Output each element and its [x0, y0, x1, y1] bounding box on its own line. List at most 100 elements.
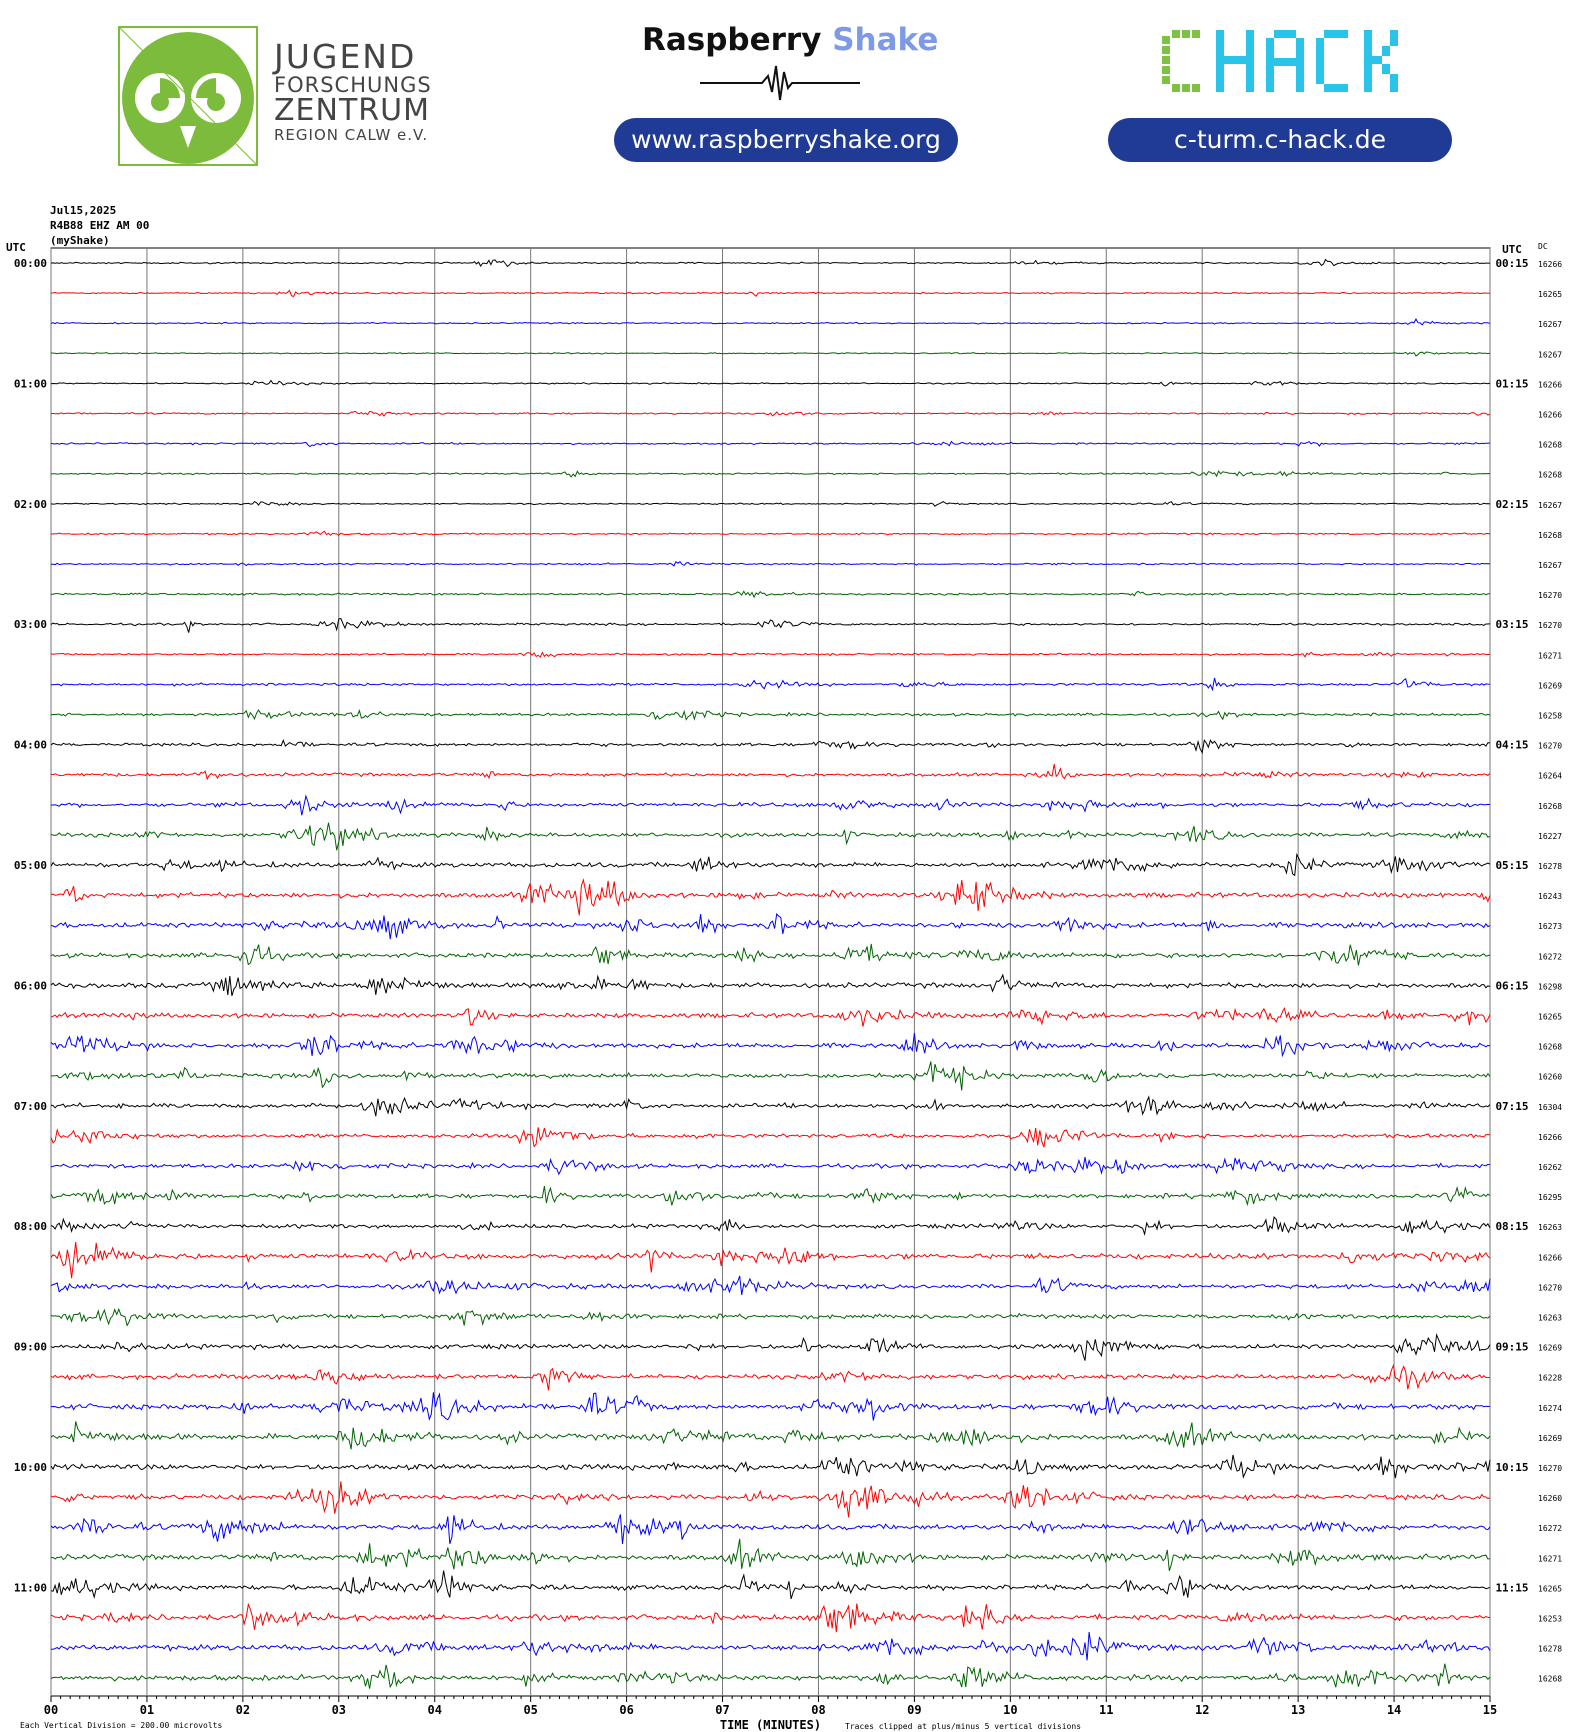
jfz-line1: JUGEND: [274, 37, 417, 76]
seismic-trace: [50, 1185, 1491, 1207]
seismic-trace: [50, 794, 1491, 816]
x-tick-label: 08: [811, 1703, 825, 1717]
footer-left-note: Each Vertical Division = 200.00 microvol…: [20, 1721, 222, 1730]
x-tick-label: 05: [523, 1703, 537, 1717]
dc-value-label: 16270: [1538, 1464, 1562, 1473]
right-hour-label: 09:15: [1495, 1341, 1528, 1354]
jfz-line4: REGION CALW e.V.: [274, 126, 429, 144]
x-tick-label: 14: [1387, 1703, 1401, 1717]
dc-value-label: 16268: [1538, 531, 1562, 540]
seismic-trace: [50, 1363, 1491, 1391]
left-hour-label: 02:00: [14, 498, 47, 511]
seismic-trace: [50, 560, 1491, 567]
x-tick-label: 02: [236, 1703, 250, 1717]
dc-value-label: 16266: [1538, 411, 1562, 420]
seismic-trace: [50, 1663, 1491, 1689]
right-hour-label: 05:15: [1495, 859, 1528, 872]
seismic-trace: [50, 1570, 1491, 1600]
dc-value-label: 16268: [1538, 1675, 1562, 1684]
chack-url-link[interactable]: c-turm.c-hack.de: [1108, 118, 1452, 162]
seismic-trace: [50, 1602, 1491, 1633]
dc-value-label: 16273: [1538, 922, 1562, 931]
x-tick-label: 12: [1195, 1703, 1209, 1717]
left-hour-label: 04:00: [14, 739, 47, 752]
seismic-trace: [50, 822, 1491, 851]
x-tick-label: 07: [715, 1703, 729, 1717]
seismic-trace: [50, 1454, 1491, 1479]
seismic-trace: [50, 1307, 1491, 1327]
dc-value-label: 16304: [1538, 1103, 1562, 1112]
jfz-owl-logo: [118, 26, 258, 166]
jfz-wordmark: JUGEND FORSCHUNGS ZENTRUM REGION CALW e.…: [274, 37, 432, 145]
dc-value-label: 16270: [1538, 742, 1562, 751]
seismic-trace: [50, 289, 1491, 298]
dc-value-label: 16260: [1538, 1073, 1562, 1082]
left-hour-label: 06:00: [14, 979, 47, 992]
right-hour-label: 03:15: [1495, 618, 1528, 631]
left-hour-label: 08:00: [14, 1220, 47, 1233]
station-meta: Jul15,2025 R4B88 EHZ AM 00 (myShake): [50, 203, 149, 248]
seismic-trace: [50, 258, 1490, 268]
dc-value-label: 16263: [1538, 1223, 1562, 1232]
seismic-trace: [50, 1392, 1491, 1421]
jfz-line3: ZENTRUM: [274, 93, 430, 128]
seismic-trace: [50, 709, 1491, 721]
dc-value-label: 16258: [1538, 712, 1562, 721]
right-hour-label: 10:15: [1495, 1461, 1528, 1474]
dc-value-label: 16272: [1538, 1524, 1562, 1533]
seismic-trace: [50, 440, 1491, 448]
dc-value-label: 16272: [1538, 952, 1562, 961]
x-tick-label: 06: [619, 1703, 633, 1717]
dc-value-label: 16270: [1538, 621, 1562, 630]
seismic-trace: [50, 1332, 1491, 1361]
seismic-trace: [50, 470, 1491, 478]
dc-value-label: 16253: [1538, 1615, 1562, 1624]
seismic-trace: [50, 1006, 1491, 1027]
seismic-trace: [50, 1631, 1491, 1661]
x-tick-label: 01: [140, 1703, 154, 1717]
seismic-trace: [50, 1095, 1491, 1117]
dc-value-label: 16269: [1538, 1344, 1562, 1353]
seismic-trace: [50, 943, 1491, 966]
seismic-trace: [50, 530, 1491, 537]
jfz-line2: FORSCHUNGS: [274, 73, 432, 97]
left-hour-label: 01:00: [14, 377, 47, 390]
footer-right-note: Traces clipped at plus/minus 5 vertical …: [845, 1722, 1081, 1731]
left-axis-label: UTC: [6, 241, 26, 254]
dc-value-label: 16266: [1538, 1133, 1562, 1142]
raspberryshake-url-link[interactable]: www.raspberryshake.org: [614, 118, 958, 162]
dc-value-label: 16267: [1538, 501, 1562, 510]
raspberry-word: Raspberry: [642, 22, 822, 58]
seismic-trace: [50, 1157, 1491, 1176]
seismic-trace: [50, 1481, 1491, 1518]
seismic-trace: [50, 878, 1491, 916]
seismic-trace: [50, 677, 1491, 692]
dc-value-label: 16228: [1538, 1374, 1562, 1383]
dc-value-label: 16278: [1538, 1645, 1562, 1654]
seismic-trace: [50, 852, 1491, 877]
dc-value-label: 16264: [1538, 772, 1562, 781]
seismic-trace: [50, 764, 1491, 781]
dc-value-label: 16260: [1538, 1494, 1562, 1503]
dc-value-label: 16267: [1538, 561, 1562, 570]
seismic-trace: [50, 651, 1491, 658]
right-hour-label: 02:15: [1495, 498, 1528, 511]
seismic-trace: [50, 351, 1491, 357]
seismic-wave-icon: [700, 65, 860, 101]
plot-frame: [50, 247, 1491, 1697]
seismic-trace: [50, 1538, 1491, 1571]
shake-word: Shake: [832, 22, 939, 58]
dc-value-label: 16270: [1538, 1283, 1562, 1292]
dc-value-label: 16267: [1538, 350, 1562, 359]
seismic-trace: [50, 1241, 1491, 1279]
x-tick-label: 04: [428, 1703, 442, 1717]
dc-value-label: 16227: [1538, 832, 1562, 841]
dc-value-label: 16262: [1538, 1163, 1562, 1172]
dc-value-label: 16266: [1538, 260, 1562, 269]
dc-value-label: 16265: [1538, 290, 1562, 299]
raspberry-shake-wordmark: Raspberry Shake: [642, 22, 938, 58]
dc-value-label: 16278: [1538, 862, 1562, 871]
left-hour-label: 09:00: [14, 1341, 47, 1354]
x-tick-label: 10: [1003, 1703, 1017, 1717]
right-hour-label: 00:15: [1495, 257, 1528, 270]
